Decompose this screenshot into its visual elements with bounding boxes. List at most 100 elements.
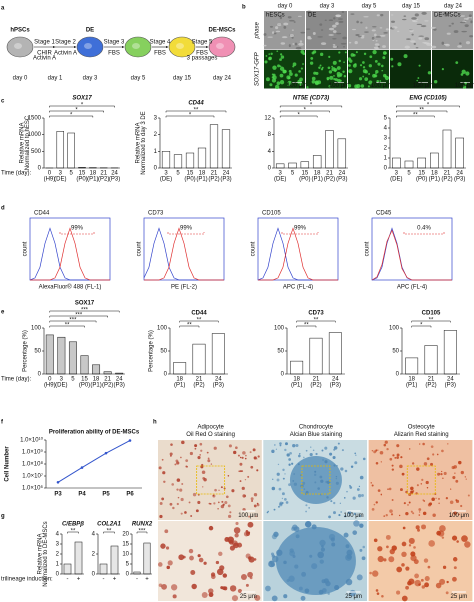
stain-spot xyxy=(418,508,422,511)
stain-spot xyxy=(176,478,181,482)
stain-spot xyxy=(210,463,213,465)
y-tick-label: 1.0×10⁶ xyxy=(22,485,44,492)
stain-spot xyxy=(349,589,356,597)
stain-spot xyxy=(371,450,374,452)
stain-spot xyxy=(310,446,312,448)
gate xyxy=(281,232,319,235)
texture xyxy=(375,40,378,42)
stain-spot xyxy=(449,515,452,518)
stain-spot xyxy=(377,449,379,451)
bar xyxy=(328,332,342,375)
texture xyxy=(352,28,357,31)
stain-spot xyxy=(206,451,209,454)
gfp-signal xyxy=(268,57,272,61)
scale-text: 100 μm xyxy=(344,513,364,519)
y-tick-label: 100 xyxy=(274,326,285,332)
stain-subtitle: Alizarin Red staining xyxy=(394,432,449,438)
stain-spot xyxy=(303,488,306,490)
stain-spot xyxy=(319,559,324,564)
significance-bracket xyxy=(49,315,108,318)
histogram-line xyxy=(144,227,224,281)
texture xyxy=(415,47,419,49)
stain-spot xyxy=(455,499,458,502)
stain-spot xyxy=(405,511,409,516)
gfp-signal xyxy=(461,69,466,74)
stain-spot xyxy=(452,557,458,562)
x-tick-sublabel: (P3) xyxy=(454,177,465,183)
stain-spot xyxy=(333,464,336,467)
x-tick-label: 21 xyxy=(326,171,333,177)
gate-label: 99% xyxy=(71,226,84,232)
stain-spot xyxy=(190,515,193,517)
histogram-line xyxy=(30,227,110,281)
stain-spot xyxy=(197,554,201,558)
significance-label: * xyxy=(420,323,423,329)
point xyxy=(104,451,108,455)
stain-spot xyxy=(244,457,247,460)
x-tick-sublabel: (P2) xyxy=(193,383,204,389)
stain-spot xyxy=(345,554,352,561)
stain-spot xyxy=(410,486,414,491)
texture xyxy=(372,26,377,28)
texture xyxy=(283,25,287,29)
stain-spot xyxy=(249,451,252,454)
cell xyxy=(124,36,152,58)
texture xyxy=(380,13,384,17)
stain-spot xyxy=(410,490,414,494)
significance-bracket xyxy=(411,325,432,328)
stain-spot xyxy=(254,594,261,601)
stain-spot xyxy=(237,588,243,593)
significance-bracket xyxy=(49,110,104,113)
stain-spot xyxy=(356,488,360,491)
stain-spot xyxy=(214,488,217,492)
stain-spot xyxy=(375,449,378,452)
stain-spot xyxy=(319,475,323,479)
stain-spot xyxy=(161,458,164,461)
bar xyxy=(67,132,75,169)
stain-spot xyxy=(213,446,217,450)
gfp-signal xyxy=(332,60,337,65)
bar xyxy=(300,161,310,169)
stain-spot xyxy=(442,477,444,480)
stain-spot xyxy=(219,565,225,571)
stain-spot xyxy=(445,497,449,500)
texture xyxy=(340,42,347,45)
y-axis-label: Normalized to DE-MSCs xyxy=(43,521,49,586)
stain-spot xyxy=(298,454,301,458)
stain-spot xyxy=(400,456,403,459)
stain-spot xyxy=(267,510,269,513)
texture xyxy=(263,33,267,36)
stain-spot xyxy=(295,534,300,539)
texture xyxy=(414,13,419,17)
gfp-signal xyxy=(417,77,420,79)
stain-spot xyxy=(339,502,342,505)
stain-spot xyxy=(383,558,387,562)
stain-spot xyxy=(358,485,361,488)
y-axis-label: Cell Number xyxy=(5,446,11,482)
stain-spot xyxy=(419,443,421,445)
x-prefix: trilineage induction: xyxy=(1,577,53,583)
stain-spot xyxy=(271,486,276,491)
texture xyxy=(307,37,312,40)
texture xyxy=(390,20,396,23)
bar xyxy=(337,138,347,169)
day-label: day 24 xyxy=(213,76,232,82)
stain-spot xyxy=(304,520,312,528)
gfp-signal xyxy=(342,70,345,73)
significance-label: * xyxy=(304,108,307,114)
x-tick-label: - xyxy=(67,577,69,583)
x-tick-label: P5 xyxy=(102,492,110,498)
x-tick-label: 24 xyxy=(338,171,345,177)
bar xyxy=(325,130,334,169)
gfp-signal xyxy=(363,52,367,56)
stain-spot xyxy=(441,536,445,539)
gfp-signal xyxy=(338,51,341,54)
cell xyxy=(6,36,34,58)
gfp-signal xyxy=(288,69,292,73)
gfp-signal xyxy=(302,52,306,56)
x-tick-sublabel: (DE) xyxy=(390,177,402,183)
point xyxy=(56,480,60,484)
x-tick-sublabel: (P1) xyxy=(406,383,417,389)
x-tick-sublabel: (P3) xyxy=(336,177,347,183)
significance-bracket xyxy=(49,325,85,328)
